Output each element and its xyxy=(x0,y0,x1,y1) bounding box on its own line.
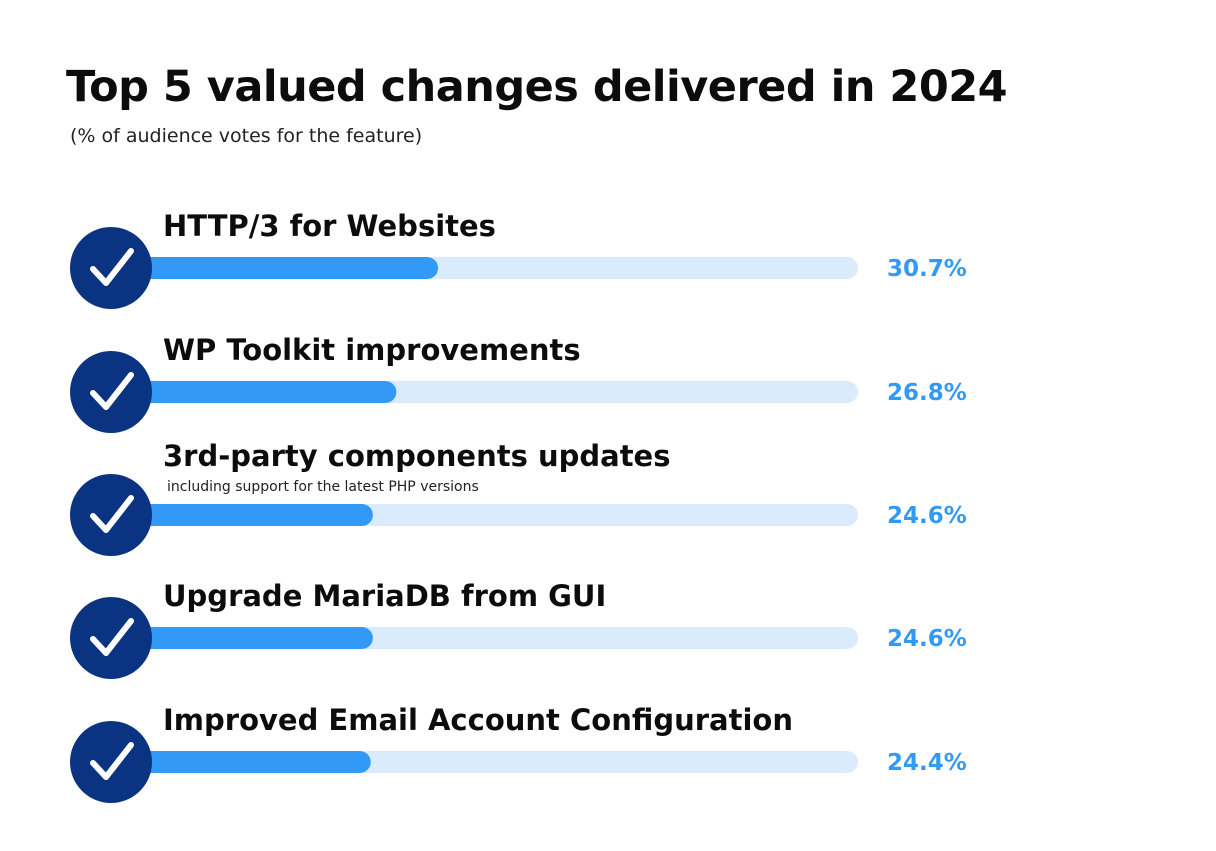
bar-value-label: 24.4% xyxy=(887,750,967,776)
bar-fill xyxy=(110,257,439,279)
bar-row: Improved Email Account Configuration 24.4… xyxy=(70,703,967,803)
check-circle xyxy=(70,597,152,679)
check-icon xyxy=(90,248,134,286)
bar-value-label: 24.6% xyxy=(887,626,967,652)
bar-row: WP Toolkit improvements 26.8% xyxy=(70,333,967,433)
check-icon xyxy=(90,742,134,780)
bar-row: 3rd-party components updates including su… xyxy=(70,439,967,556)
bar-fill xyxy=(110,504,373,526)
check-circle xyxy=(70,474,152,556)
bar-fill xyxy=(110,381,397,403)
bar-row: Upgrade MariaDB from GUI 24.6% xyxy=(70,579,967,679)
bar-note: including support for the latest PHP ver… xyxy=(167,479,479,495)
bar-row: HTTP/3 for Websites 30.7% xyxy=(70,209,967,309)
check-icon xyxy=(90,372,134,410)
bar-label: Improved Email Account Configuration xyxy=(163,703,793,737)
bar-fill xyxy=(110,627,373,649)
chart-subtitle: (% of audience votes for the feature) xyxy=(70,125,423,147)
bar-value-label: 26.8% xyxy=(887,380,967,406)
bar-label: WP Toolkit improvements xyxy=(163,333,581,367)
check-circle xyxy=(70,351,152,433)
bar-label: Upgrade MariaDB from GUI xyxy=(163,579,606,613)
check-icon xyxy=(90,495,134,533)
bar-label: HTTP/3 for Websites xyxy=(163,209,496,243)
check-circle xyxy=(70,227,152,309)
check-icon xyxy=(90,618,134,656)
bar-label: 3rd-party components updates xyxy=(163,439,671,473)
bar-value-label: 30.7% xyxy=(887,256,967,282)
bar-fill xyxy=(110,751,371,773)
bar-value-label: 24.6% xyxy=(887,503,967,529)
chart-title: Top 5 valued changes delivered in 2024 xyxy=(66,62,1008,112)
check-circle xyxy=(70,721,152,803)
